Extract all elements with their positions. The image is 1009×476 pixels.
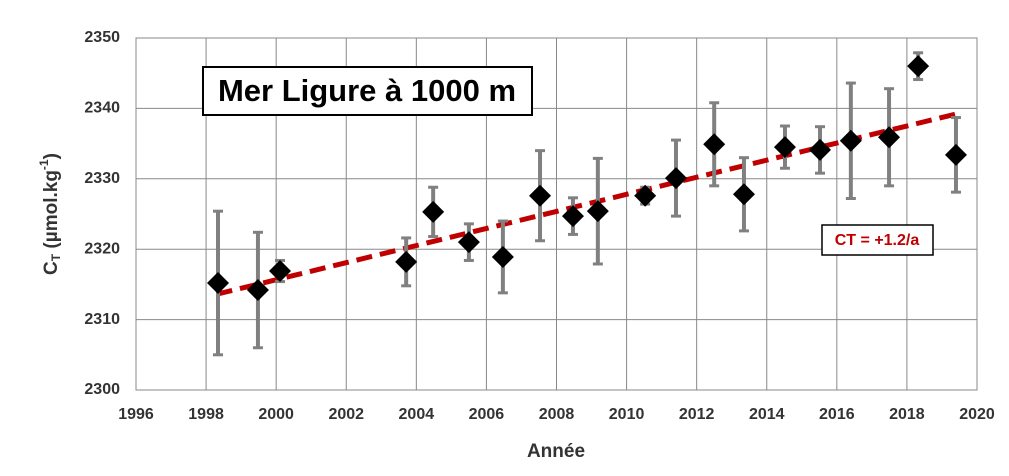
data-point — [809, 138, 832, 161]
y-label-end: ) — [41, 153, 62, 159]
x-tick-label: 2012 — [679, 406, 715, 423]
data-point — [491, 245, 514, 268]
data-point — [529, 184, 552, 207]
x-tick-label: 2008 — [539, 406, 575, 423]
x-tick-label: 2014 — [749, 406, 785, 423]
data-point — [206, 271, 229, 294]
x-tick-label: 2004 — [399, 406, 435, 423]
annotation-box — [821, 224, 934, 256]
y-tick-label: 2340 — [84, 100, 120, 117]
y-axis-label: CT (µmol.kg-1) — [37, 153, 63, 275]
y-tick-label: 2330 — [84, 170, 120, 187]
x-tick-label: 2016 — [819, 406, 855, 423]
annotation: CT = +1.2/a — [835, 232, 920, 249]
data-point — [586, 200, 609, 223]
x-tick-label: 2010 — [609, 406, 645, 423]
trend-line — [216, 111, 957, 297]
data-point — [773, 136, 796, 159]
data-point — [944, 143, 967, 166]
plot-frame — [135, 37, 978, 391]
y-label-sub: T — [49, 253, 63, 261]
y-tick-label: 2310 — [84, 311, 120, 328]
y-label-sup: -1 — [37, 159, 51, 170]
data-point — [732, 183, 755, 206]
data-point — [457, 231, 480, 254]
data-point — [422, 200, 445, 223]
data-point — [246, 279, 269, 302]
y-tick-label: 2350 — [84, 29, 120, 46]
data-point — [561, 205, 584, 228]
data-point — [907, 55, 930, 78]
title-box — [202, 66, 533, 116]
data-point — [703, 133, 726, 156]
x-tick-label: 2020 — [959, 406, 995, 423]
marks — [206, 51, 967, 357]
data-point — [269, 260, 292, 283]
data-point — [634, 184, 657, 207]
data-point — [395, 250, 418, 273]
y-tick-label: 2300 — [84, 381, 120, 398]
x-tick-label: 2006 — [469, 406, 505, 423]
data-point — [839, 129, 862, 152]
x-tick-label: 2002 — [328, 406, 364, 423]
x-tick-label: 2000 — [258, 406, 294, 423]
y-label-main: C — [41, 261, 62, 275]
x-tick-label: 2018 — [889, 406, 925, 423]
x-tick-label: 1996 — [118, 406, 154, 423]
chart-title: Mer Ligure à 1000 m — [218, 73, 516, 108]
data-point — [878, 126, 901, 149]
x-axis-label: Année — [527, 441, 585, 462]
x-tick-label: 1998 — [188, 406, 224, 423]
y-tick-label: 2320 — [84, 240, 120, 257]
y-label-unit: (µmol.kg — [41, 170, 62, 254]
data-point — [664, 167, 687, 190]
